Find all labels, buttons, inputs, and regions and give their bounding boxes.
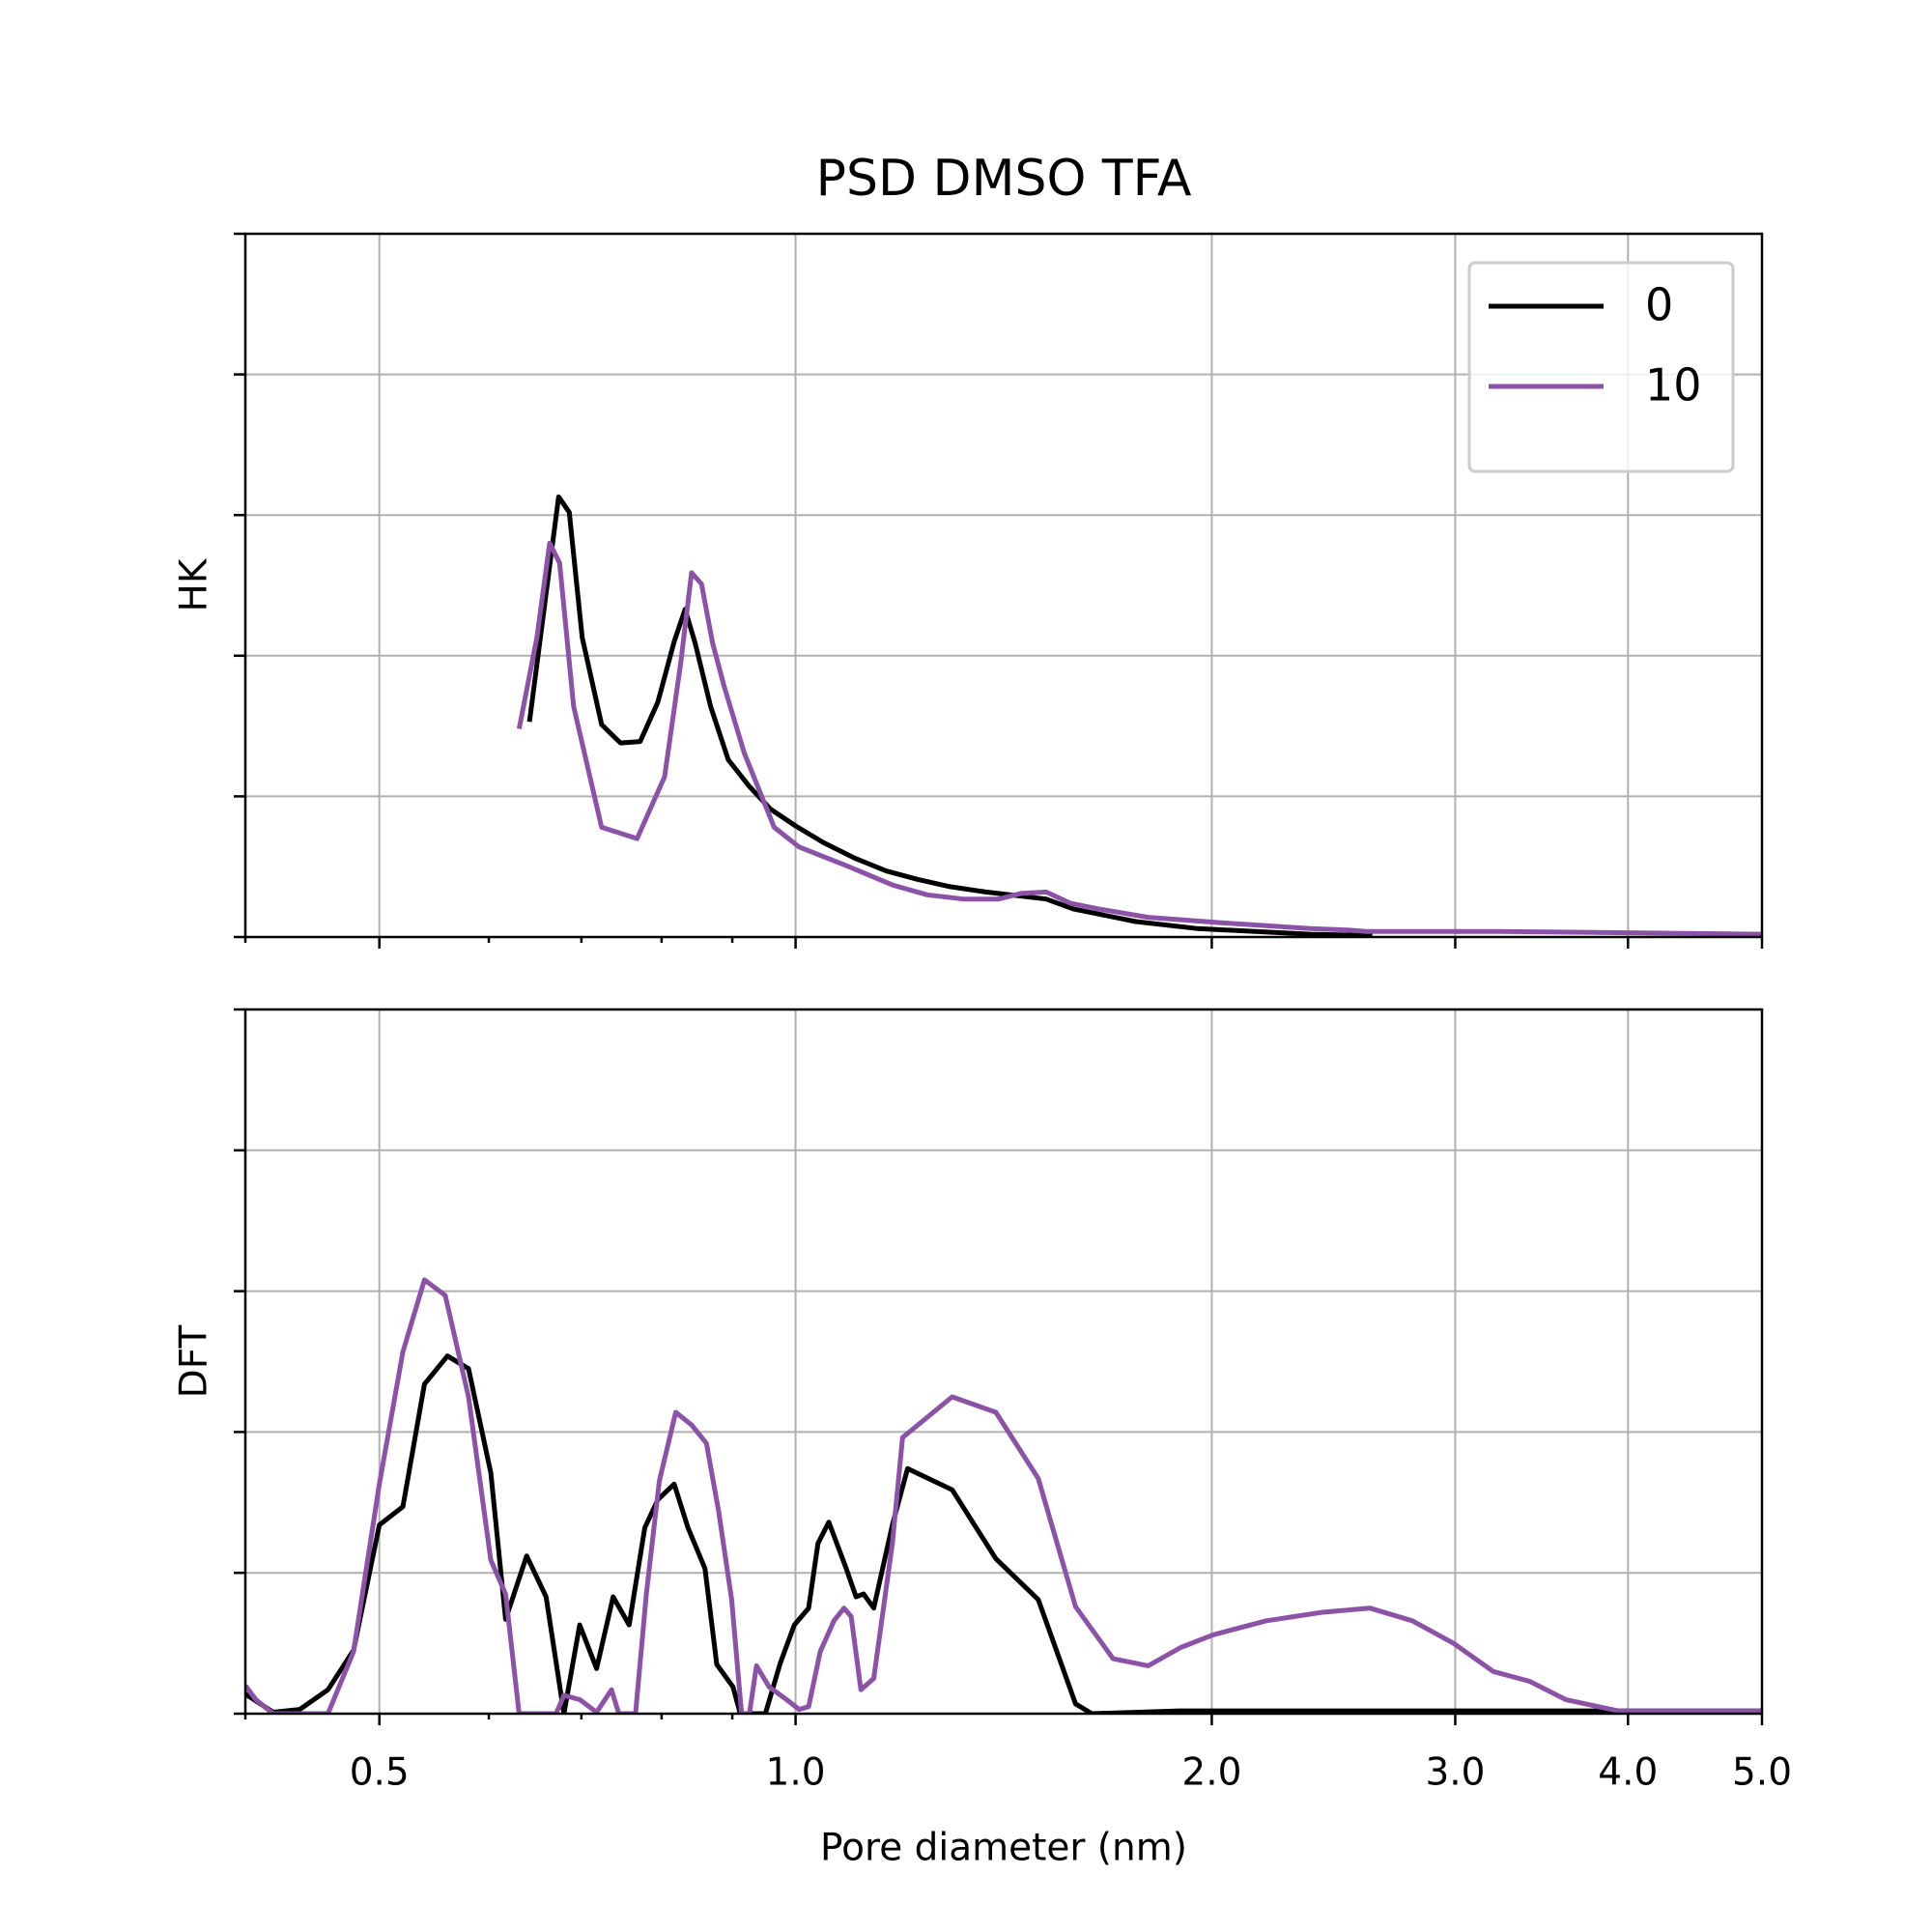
x-tick-label: 5.0 [1732, 1751, 1792, 1795]
x-tick-label: 0.5 [350, 1751, 410, 1795]
plot-area [516, 494, 1762, 937]
x-axis-label: Pore diameter (nm) [820, 1827, 1187, 1870]
y-axis-label: HK [173, 557, 216, 611]
y-axis-label: DFT [173, 1325, 216, 1399]
x-tick-label: 3.0 [1425, 1751, 1485, 1795]
legend-label: 10 [1645, 359, 1702, 412]
series-line [516, 540, 1762, 937]
axes-frame [243, 1008, 1764, 1716]
legend-box [1467, 261, 1735, 473]
plot-area [245, 1277, 1762, 1714]
x-tick-label: 2.0 [1181, 1751, 1241, 1795]
series-line [526, 494, 1373, 937]
series-line [245, 1353, 1762, 1714]
legend-label: 0 [1645, 279, 1673, 331]
x-tick-label: 1.0 [766, 1751, 826, 1795]
axes-frame [243, 232, 1764, 939]
series-line [245, 1277, 1762, 1714]
chart-title: PSD DMSO TFA [816, 150, 1192, 208]
x-tick-label: 4.0 [1598, 1751, 1658, 1795]
